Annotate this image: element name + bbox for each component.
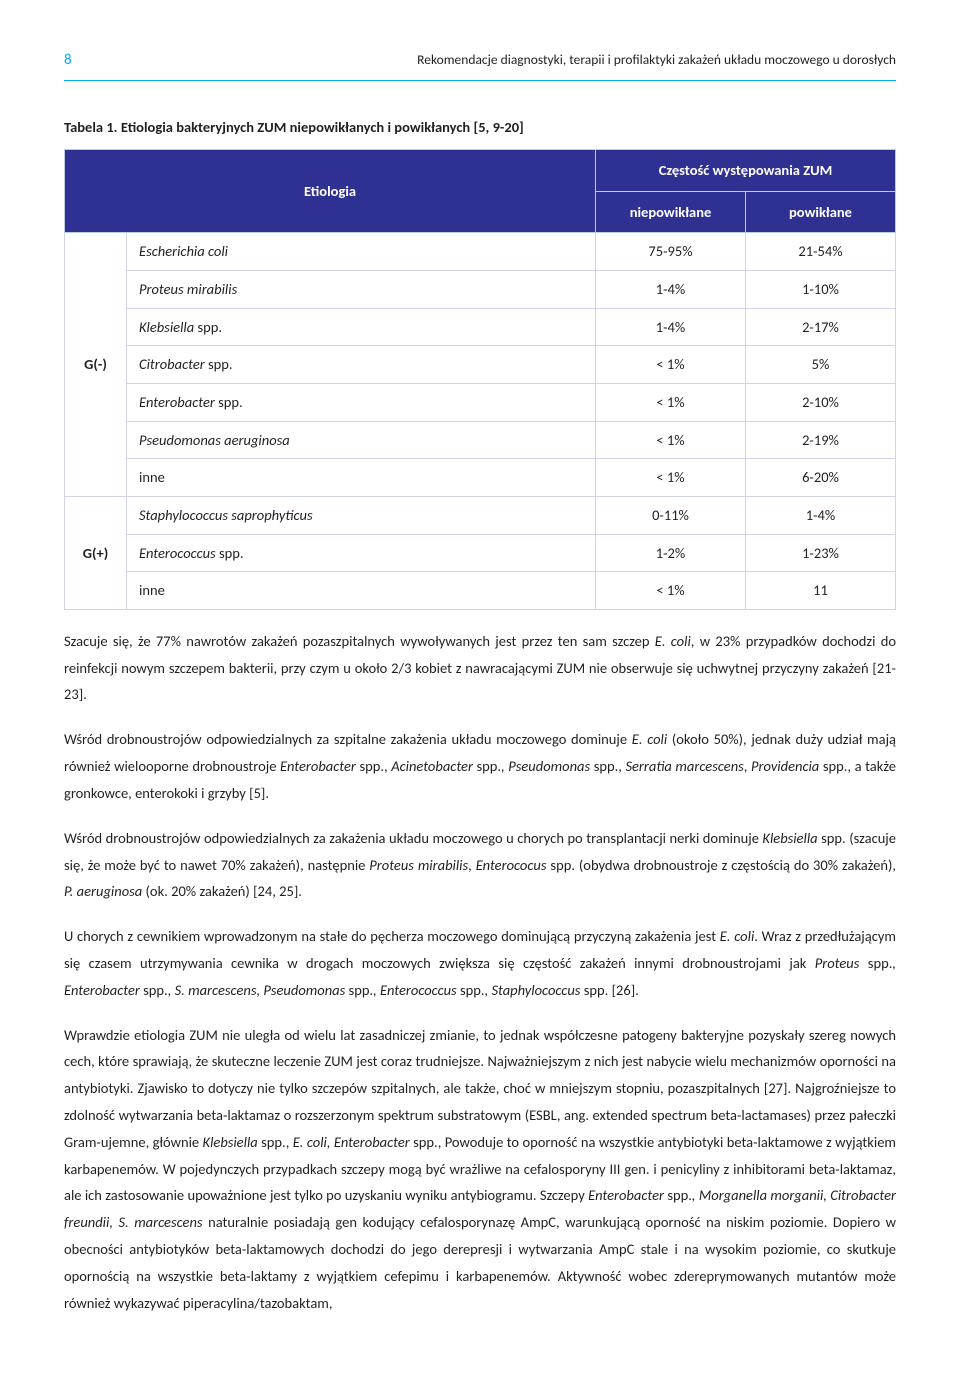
value-powiklane: 6-20% [746, 459, 896, 497]
paragraph-5: Wprawdzie etiologia ZUM nie uległa od wi… [64, 1022, 896, 1317]
paragraph-3: Wśród drobnoustrojów odpowiedzialnych za… [64, 825, 896, 905]
value-niepowiklane: < 1% [596, 421, 746, 459]
organism-name: inne [127, 572, 596, 610]
organism-name: Staphylococcus saprophyticus [127, 496, 596, 534]
running-title: Rekomendacje diagnostyki, terapii i prof… [100, 49, 896, 72]
value-niepowiklane: 0-11% [596, 496, 746, 534]
value-powiklane: 2-10% [746, 383, 896, 421]
page-number: 8 [64, 48, 100, 74]
paragraph-2: Wśród drobnoustrojów odpowiedzialnych za… [64, 726, 896, 806]
table-row: Enterobacter spp.< 1%2-10% [65, 383, 896, 421]
table-row: G(-)Escherichia coli75-95%21-54% [65, 233, 896, 271]
value-niepowiklane: 1-4% [596, 308, 746, 346]
value-powiklane: 1-10% [746, 271, 896, 309]
table-row: G(+)Staphylococcus saprophyticus0-11%1-4… [65, 496, 896, 534]
header-rule [64, 80, 896, 81]
value-powiklane: 2-19% [746, 421, 896, 459]
table-row: Proteus mirabilis1-4%1-10% [65, 271, 896, 309]
value-niepowiklane: 1-4% [596, 271, 746, 309]
page-header: 8 Rekomendacje diagnostyki, terapii i pr… [64, 48, 896, 74]
organism-name: Enterococcus spp. [127, 534, 596, 572]
table-row: Enterococcus spp.1-2%1-23% [65, 534, 896, 572]
paragraph-1: Szacuje się, że 77% nawrotów zakażeń poz… [64, 628, 896, 708]
organism-name: Enterobacter spp. [127, 383, 596, 421]
value-niepowiklane: < 1% [596, 383, 746, 421]
paragraph-4: U chorych z cewnikiem wprowadzonym na st… [64, 923, 896, 1003]
value-powiklane: 11 [746, 572, 896, 610]
value-niepowiklane: < 1% [596, 572, 746, 610]
table-caption-label: Tabela 1. [64, 118, 118, 136]
table-row: Klebsiella spp.1-4%2-17% [65, 308, 896, 346]
value-powiklane: 1-4% [746, 496, 896, 534]
group-header: G(-) [65, 233, 127, 496]
table-caption: Tabela 1. Etiologia bakteryjnych ZUM nie… [64, 115, 896, 140]
value-niepowiklane: < 1% [596, 459, 746, 497]
group-header: G(+) [65, 496, 127, 609]
value-niepowiklane: < 1% [596, 346, 746, 384]
value-powiklane: 5% [746, 346, 896, 384]
value-powiklane: 2-17% [746, 308, 896, 346]
organism-name: Klebsiella spp. [127, 308, 596, 346]
th-frequency-group: Częstość występowania ZUM [596, 150, 896, 192]
table-row: inne< 1%6-20% [65, 459, 896, 497]
table-row: Citrobacter spp.< 1%5% [65, 346, 896, 384]
value-niepowiklane: 75-95% [596, 233, 746, 271]
table-row: Pseudomonas aeruginosa< 1%2-19% [65, 421, 896, 459]
value-powiklane: 1-23% [746, 534, 896, 572]
table-caption-text: Etiologia bakteryjnych ZUM niepowikłanyc… [121, 118, 524, 136]
th-powiklane: powikłane [746, 191, 896, 233]
organism-name: Proteus mirabilis [127, 271, 596, 309]
th-etiologia: Etiologia [65, 150, 596, 233]
organism-name: Escherichia coli [127, 233, 596, 271]
etiology-table: Etiologia Częstość występowania ZUM niep… [64, 149, 896, 610]
organism-name: inne [127, 459, 596, 497]
value-powiklane: 21-54% [746, 233, 896, 271]
organism-name: Citrobacter spp. [127, 346, 596, 384]
th-niepowiklane: niepowikłane [596, 191, 746, 233]
organism-name: Pseudomonas aeruginosa [127, 421, 596, 459]
table-row: inne< 1%11 [65, 572, 896, 610]
value-niepowiklane: 1-2% [596, 534, 746, 572]
